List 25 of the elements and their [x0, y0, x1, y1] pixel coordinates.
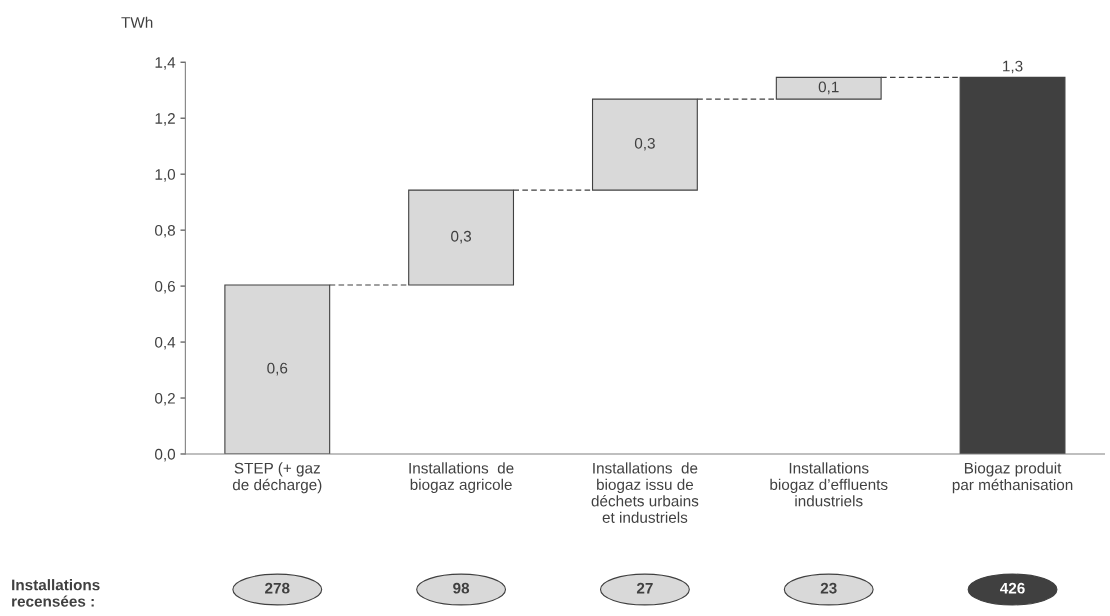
x-tick-label: Installations de biogaz agricole [409, 462, 514, 494]
x-tick-label: Biogaz produit par méthanisation [952, 462, 1073, 494]
data-label: 0,3 [634, 137, 655, 151]
y-tick-label: 1,2 [155, 113, 175, 126]
x-tick-label: STEP (+ gaz de décharge) [232, 462, 322, 494]
data-label: 0,3 [451, 230, 472, 244]
y-tick-label: 1,4 [155, 57, 176, 70]
text: Installations recensées : [12, 579, 100, 607]
x-tick-label: Installations biogaz d’effluents industriels [770, 462, 888, 507]
x-tick-label: Installations de biogaz issu de déchets urbains et industriels [591, 462, 699, 523]
text: 98 [453, 582, 470, 594]
y-tick-label: 0,6 [155, 280, 175, 294]
y-tick-label: 0,4 [155, 336, 176, 350]
data-label: 1,3 [1003, 60, 1023, 74]
text: 23 [820, 582, 837, 594]
text: 27 [636, 582, 653, 594]
y-tick-label: 0,2 [155, 392, 175, 406]
text: 278 [265, 582, 290, 594]
y-tick-label: 0,8 [155, 224, 175, 238]
y-tick-label: 1,0 [155, 169, 176, 182]
data-label: 0,6 [267, 362, 288, 376]
y-tick-label: 0,0 [155, 448, 176, 462]
text: 426 [1000, 582, 1025, 594]
data-label: 0,1 [818, 81, 839, 95]
y-axis-title: TWh [121, 16, 153, 28]
